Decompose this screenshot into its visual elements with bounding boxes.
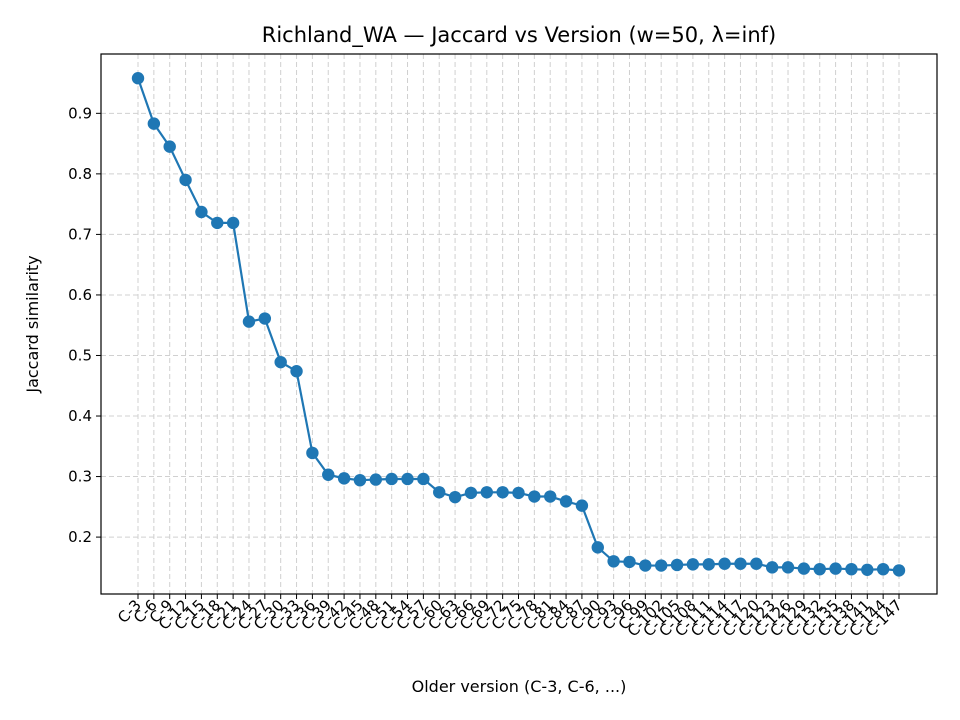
y-tick-label: 0.7 xyxy=(68,225,92,243)
data-point xyxy=(559,495,573,508)
data-point xyxy=(528,490,541,503)
data-point xyxy=(480,486,493,499)
y-tick-label: 0.3 xyxy=(68,468,92,486)
y-tick-label: 0.5 xyxy=(68,346,92,364)
data-points xyxy=(131,72,906,577)
data-point xyxy=(765,561,779,574)
data-point xyxy=(575,499,589,512)
data-point xyxy=(750,557,763,570)
data-point xyxy=(607,555,620,568)
data-point xyxy=(417,472,430,486)
y-axis: 0.2 0.3 0.4 0.5 0.6 0.7 0.8 0.9 xyxy=(68,104,101,546)
x-axis: C-3C-6C-9C-12C-15C-18C-21C-24C-27C-30C-3… xyxy=(114,594,906,640)
data-point xyxy=(702,558,715,571)
data-point xyxy=(861,563,874,576)
y-axis-label: Jaccard similarity xyxy=(23,255,42,393)
grid-lines xyxy=(101,54,937,594)
data-point xyxy=(211,216,224,230)
data-point xyxy=(464,486,478,500)
y-tick-label: 0.6 xyxy=(68,286,92,304)
data-point xyxy=(448,490,462,504)
data-point xyxy=(892,564,906,577)
y-tick-label: 0.9 xyxy=(68,104,92,122)
data-point xyxy=(147,117,161,130)
data-point xyxy=(734,557,747,570)
data-point xyxy=(686,558,700,571)
data-point xyxy=(322,468,335,481)
data-point xyxy=(876,562,890,576)
data-point xyxy=(797,562,811,575)
data-point xyxy=(670,558,684,572)
data-point xyxy=(639,559,652,572)
data-point xyxy=(226,216,240,230)
data-point xyxy=(781,561,795,574)
data-point xyxy=(385,472,398,486)
y-tick-label: 0.8 xyxy=(68,165,92,183)
data-point xyxy=(845,562,858,576)
x-axis-label: Older version (C-3, C-6, ...) xyxy=(412,677,627,696)
data-point xyxy=(258,312,272,325)
plot-frame xyxy=(100,53,938,595)
data-point xyxy=(306,446,319,460)
data-point xyxy=(512,486,525,500)
data-point xyxy=(623,555,636,569)
data-point xyxy=(195,205,208,219)
data-point xyxy=(401,472,414,486)
data-point xyxy=(242,315,256,328)
data-point xyxy=(433,486,446,499)
data-point xyxy=(591,541,604,554)
data-point xyxy=(163,140,176,153)
y-tick-label: 0.4 xyxy=(68,407,92,425)
y-tick-label: 0.2 xyxy=(68,528,92,546)
data-point xyxy=(654,559,668,572)
data-point xyxy=(813,562,826,576)
data-point xyxy=(179,173,192,187)
data-point xyxy=(496,486,509,499)
data-point xyxy=(369,473,383,486)
data-point xyxy=(544,490,557,503)
data-point xyxy=(131,72,145,85)
data-point xyxy=(353,473,367,487)
chart-title: Richland_WA — Jaccard vs Version (w=50, … xyxy=(262,23,776,48)
data-point xyxy=(274,355,287,369)
data-point xyxy=(337,472,351,485)
data-point xyxy=(829,562,842,575)
data-point xyxy=(290,365,303,378)
data-point xyxy=(718,557,731,570)
